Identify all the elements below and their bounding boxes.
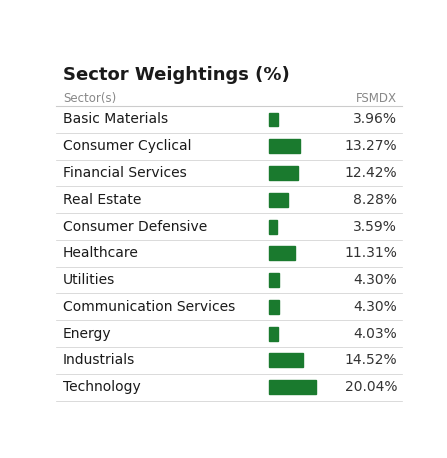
Bar [269, 193, 288, 207]
Bar [269, 113, 278, 126]
Text: Financial Services: Financial Services [63, 166, 186, 180]
Text: Basic Materials: Basic Materials [63, 113, 168, 126]
Bar [269, 327, 278, 341]
Bar [269, 139, 300, 153]
Text: Sector(s): Sector(s) [63, 92, 116, 105]
Text: Real Estate: Real Estate [63, 193, 141, 207]
Text: 4.03%: 4.03% [354, 327, 397, 341]
Text: Energy: Energy [63, 327, 111, 341]
Text: 3.59%: 3.59% [353, 219, 397, 234]
Text: 12.42%: 12.42% [345, 166, 397, 180]
Text: Healthcare: Healthcare [63, 246, 139, 260]
Text: Consumer Cyclical: Consumer Cyclical [63, 139, 191, 153]
Text: 3.96%: 3.96% [353, 113, 397, 126]
Bar [269, 219, 277, 234]
Text: FSMDX: FSMDX [356, 92, 397, 105]
Text: 8.28%: 8.28% [353, 193, 397, 207]
Bar [269, 380, 316, 394]
Text: 11.31%: 11.31% [344, 246, 397, 260]
Bar [269, 354, 303, 367]
Text: 20.04%: 20.04% [345, 380, 397, 394]
Text: Utilities: Utilities [63, 273, 115, 287]
Text: Consumer Defensive: Consumer Defensive [63, 219, 207, 234]
Bar [269, 166, 298, 180]
Bar [269, 300, 279, 314]
Text: 14.52%: 14.52% [345, 354, 397, 367]
Bar [269, 246, 295, 260]
Text: 4.30%: 4.30% [354, 300, 397, 314]
Bar [269, 273, 279, 287]
Text: Communication Services: Communication Services [63, 300, 235, 314]
Text: Sector Weightings (%): Sector Weightings (%) [63, 65, 290, 83]
Text: 13.27%: 13.27% [345, 139, 397, 153]
Text: 4.30%: 4.30% [354, 273, 397, 287]
Text: Technology: Technology [63, 380, 140, 394]
Text: Industrials: Industrials [63, 354, 135, 367]
